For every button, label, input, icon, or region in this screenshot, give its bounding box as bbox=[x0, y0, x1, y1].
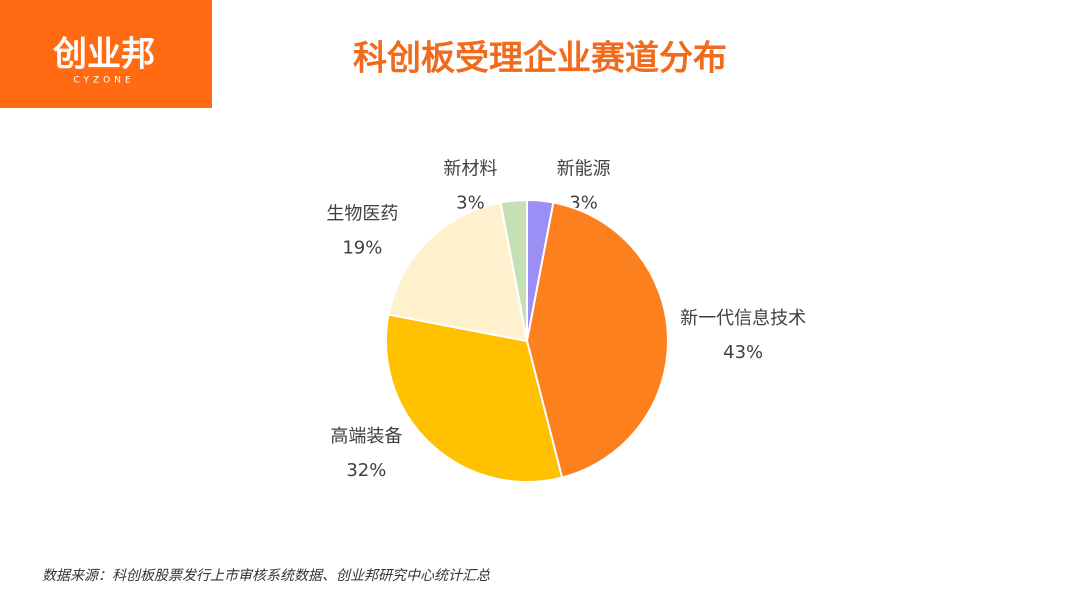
slice-value-label: 19% bbox=[342, 237, 382, 258]
pie-slice bbox=[385, 313, 564, 483]
chart-title: 科创板受理企业赛道分布 bbox=[353, 39, 727, 79]
slice-value-label: 32% bbox=[346, 460, 386, 481]
logo-block bbox=[0, 0, 212, 108]
slice-label: 新一代信息技术 bbox=[680, 308, 806, 329]
logo-tagline: CYZONE bbox=[73, 76, 134, 86]
slice-label: 生物医药 bbox=[326, 203, 398, 224]
pie-slice bbox=[499, 198, 528, 342]
slice-label: 新能源 bbox=[557, 159, 611, 180]
slice-label: 新材料 bbox=[443, 159, 497, 180]
slice-value-label: 43% bbox=[723, 342, 763, 363]
logo-name: 创业邦 bbox=[52, 35, 155, 75]
slice-label: 高端装备 bbox=[330, 426, 402, 447]
pie-slice bbox=[525, 201, 669, 479]
slice-value-label: 3% bbox=[456, 193, 485, 214]
source-note: 数据来源：科创板股票发行上市审核系统数据、创业邦研究中心统计汇总 bbox=[42, 568, 490, 584]
pie-slice bbox=[387, 201, 529, 343]
